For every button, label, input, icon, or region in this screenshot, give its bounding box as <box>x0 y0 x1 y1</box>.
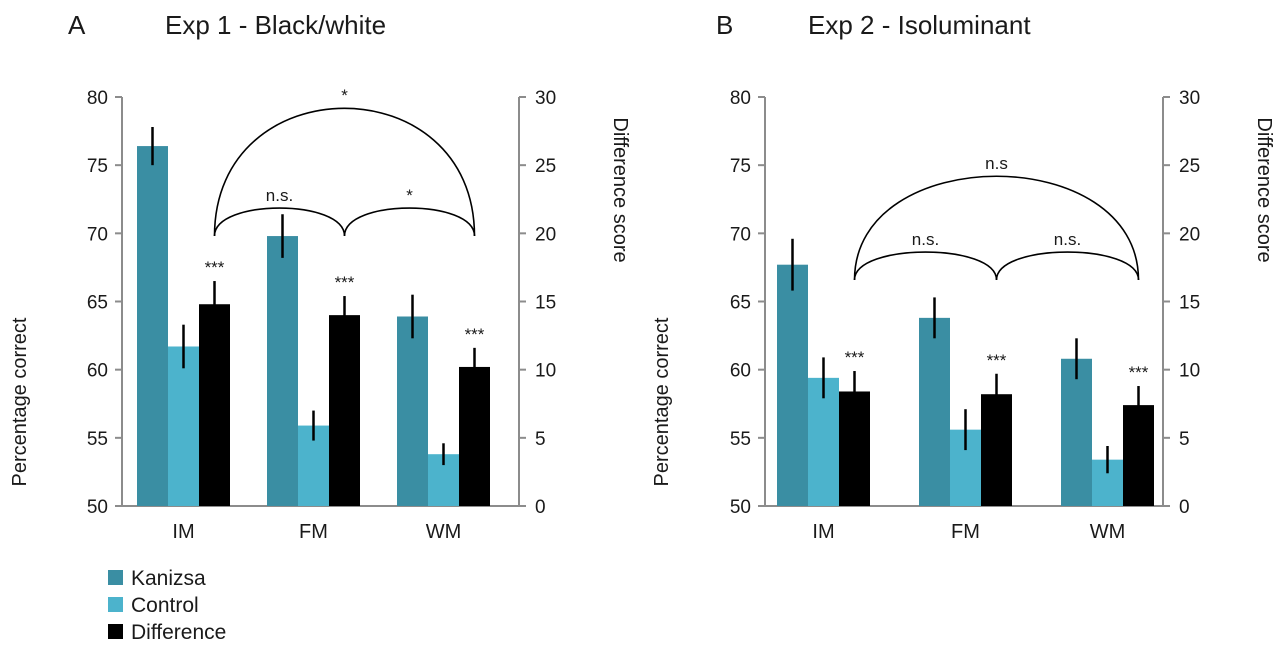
panel-a-plot: 50556065707580051015202530IM***FM***WM**… <box>87 86 556 543</box>
panel-b-bar-kanizsa-im <box>777 264 808 506</box>
panel-b-category-label: IM <box>812 521 834 543</box>
panel-b-y-tick-label: 80 <box>730 88 751 109</box>
panel-b-y-tick-label: 60 <box>730 361 751 382</box>
panel-b-comparison-label: n.s <box>985 154 1008 173</box>
panel-a-y2-tick-label: 30 <box>535 88 556 109</box>
panel-a-bar-kanizsa-im <box>137 146 168 506</box>
panel-b-plot: 50 55 60 65 70 75 80 0 5 10 15 20 25 30 IM *** FM *** WM **… <box>730 88 1200 543</box>
panel-a-bar-difference-im <box>199 304 230 506</box>
legend-label-kanizsa: Kanizsa <box>131 567 206 590</box>
panel-b-y2-tick-label: 30 <box>1179 88 1200 109</box>
panel-b-comparison-label: n.s. <box>1054 230 1081 249</box>
panel-a-comparison-label: n.s. <box>266 186 293 205</box>
panel-a-significance-mark: *** <box>335 273 355 292</box>
panel-a-y2-tick-label: 0 <box>535 497 546 518</box>
panel-b-comparison-arc <box>853 175 1140 281</box>
panel-b-y2-tick-label: 0 <box>1179 497 1190 518</box>
legend-label-control: Control <box>131 594 199 617</box>
panel-a-bar-difference-wm <box>459 366 490 506</box>
legend-swatch-control <box>108 597 123 612</box>
panel-a-comparison-arc <box>343 207 476 237</box>
panel-b-comparison-arc <box>853 251 998 281</box>
panel-a-y2-tick-label: 25 <box>535 156 556 177</box>
panel-b-y2-tick-label: 25 <box>1179 156 1200 177</box>
panel-a-y2-tick-label: 20 <box>535 224 556 245</box>
panel-b-y2-tick-label: 10 <box>1179 361 1200 382</box>
panel-b-comparison-label: n.s. <box>912 230 939 249</box>
panel-a-comparison-arc <box>213 107 476 237</box>
panel-b-y-tick-label: 50 <box>730 497 751 518</box>
panel-a-significance-mark: *** <box>205 258 225 277</box>
panel-a-y-tick-label: 50 <box>87 497 108 518</box>
panel-a-category-label: WM <box>426 521 462 543</box>
legend-label-difference: Difference <box>131 621 226 644</box>
panel-b-y-tick-label: 65 <box>730 293 751 314</box>
panel-a-y-tick-label: 80 <box>87 88 108 109</box>
panel-a-comparison-arc <box>213 207 346 237</box>
panel-a: A Exp 1 - Black/white Percentage correct… <box>9 10 631 543</box>
panel-a-comparison-label: * <box>341 86 348 105</box>
panel-a-y2-axis-title: Difference score <box>609 117 631 262</box>
panel-a-y2-tick-label: 5 <box>535 429 546 450</box>
legend: Kanizsa Control Difference <box>108 567 226 644</box>
panel-b-comparison-arc <box>995 251 1140 281</box>
panel-a-y2-tick-label: 15 <box>535 293 556 314</box>
panel-a-bar-control-im <box>168 346 199 506</box>
panel-b-letter: B <box>716 10 733 40</box>
legend-swatch-kanizsa <box>108 570 123 585</box>
panel-b-significance-mark: *** <box>1129 363 1149 382</box>
panel-b-bar-kanizsa-fm <box>919 317 950 506</box>
panel-a-y-tick-label: 55 <box>87 429 108 450</box>
panel-a-bar-kanizsa-wm <box>397 316 428 506</box>
panel-a-y-tick-label: 65 <box>87 293 108 314</box>
panel-a-y-axis-title: Percentage correct <box>9 317 31 486</box>
panel-a-letter: A <box>68 10 86 40</box>
panel-a-comparison-label: * <box>406 186 413 205</box>
panel-a-y-tick-label: 60 <box>87 361 108 382</box>
panel-b-y2-tick-label: 15 <box>1179 293 1200 314</box>
panel-a-y-tick-label: 75 <box>87 156 108 177</box>
panel-b-y2-tick-label: 20 <box>1179 224 1200 245</box>
panel-b-y-tick-label: 70 <box>730 224 751 245</box>
panel-b-y-axis-title: Percentage correct <box>651 317 673 486</box>
panel-a-significance-mark: *** <box>465 325 485 344</box>
panel-b-category-label: FM <box>951 521 980 543</box>
legend-swatch-difference <box>108 624 123 639</box>
panel-b-y-tick-label: 75 <box>730 156 751 177</box>
panel-b-category-label: WM <box>1090 521 1126 543</box>
panel-a-category-label: FM <box>299 521 328 543</box>
panel-a-bar-kanizsa-fm <box>267 236 298 506</box>
panel-a-category-label: IM <box>172 521 194 543</box>
panel-b-significance-mark: *** <box>845 348 865 367</box>
panel-b-bar-kanizsa-wm <box>1061 358 1092 506</box>
panel-b-y2-axis-title: Difference score <box>1253 117 1275 262</box>
panel-a-y2-tick-label: 10 <box>535 361 556 382</box>
panel-b-bar-control-im <box>808 377 839 506</box>
panel-b: B Exp 2 - Isoluminant Percentage correct… <box>651 10 1275 543</box>
panel-a-bar-difference-fm <box>329 315 360 506</box>
panel-b-title: Exp 2 - Isoluminant <box>808 10 1031 40</box>
panel-a-title: Exp 1 - Black/white <box>165 10 386 40</box>
panel-b-y2-tick-label: 5 <box>1179 429 1190 450</box>
panel-b-significance-mark: *** <box>987 351 1007 370</box>
panel-a-y-tick-label: 70 <box>87 224 108 245</box>
panel-b-y-tick-label: 55 <box>730 429 751 450</box>
